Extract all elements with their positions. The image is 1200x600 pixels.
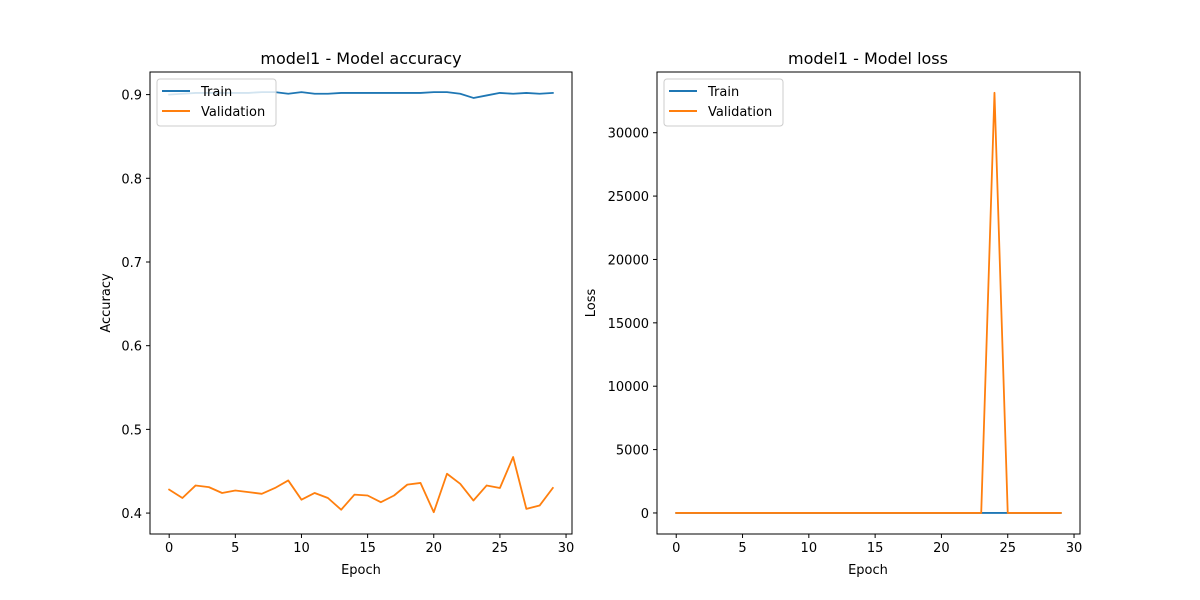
accuracy-chart: model1 - Model accuracy Epoch Accuracy T… [99,49,574,578]
y-axis-label: Loss [584,289,599,318]
x-tick-label: 0 [165,541,173,556]
y-tick-label: 0.7 [121,256,142,271]
x-tick-label: 10 [293,541,310,556]
legend: Train Validation [156,78,277,127]
x-tick-label: 5 [231,541,239,556]
y-tick-label: 0.6 [121,340,142,355]
x-tick-label: 30 [558,541,575,556]
y-tick-label: 15000 [608,317,649,332]
chart-title: model1 - Model accuracy [260,49,461,68]
y-tick-label: 30000 [608,127,649,142]
legend-validation-label: Validation [708,105,772,120]
y-tick-label: 20000 [608,253,649,268]
x-tick-label: 25 [492,541,509,556]
legend-train-label: Train [200,85,232,100]
x-tick-label: 30 [1066,541,1083,556]
series-line-validation [675,91,1062,514]
y-tick-label: 10000 [608,380,649,395]
x-tick-label: 20 [933,541,950,556]
x-tick-label: 15 [867,541,884,556]
x-tick-label: 20 [425,541,442,556]
x-tick-label: 25 [999,541,1016,556]
x-axis-label: Epoch [341,563,381,578]
y-tick-label: 5000 [616,444,649,459]
y-tick-label: 0.5 [121,423,142,438]
x-tick-label: 15 [359,541,376,556]
y-tick-label: 0 [641,507,649,522]
legend: Train Validation [663,78,784,127]
x-tick-label: 10 [801,541,818,556]
plot-area [675,91,1062,514]
axes-frame [656,71,1081,535]
y-tick-label: 25000 [608,190,649,205]
series-line-validation [167,456,555,514]
x-axis-label: Epoch [848,563,888,578]
axes-frame [149,71,573,535]
x-tick-label: 0 [672,541,680,556]
loss-chart: model1 - Model loss Epoch Loss Train Val… [584,49,1082,578]
chart-title: model1 - Model loss [788,49,948,68]
y-tick-label: 0.9 [121,89,142,104]
x-tick-label: 5 [738,541,746,556]
y-tick-label: 0.4 [121,507,142,522]
y-tick-label: 0.8 [121,172,142,187]
y-axis-label: Accuracy [99,273,114,333]
legend-validation-label: Validation [201,105,265,120]
legend-train-label: Train [707,85,739,100]
